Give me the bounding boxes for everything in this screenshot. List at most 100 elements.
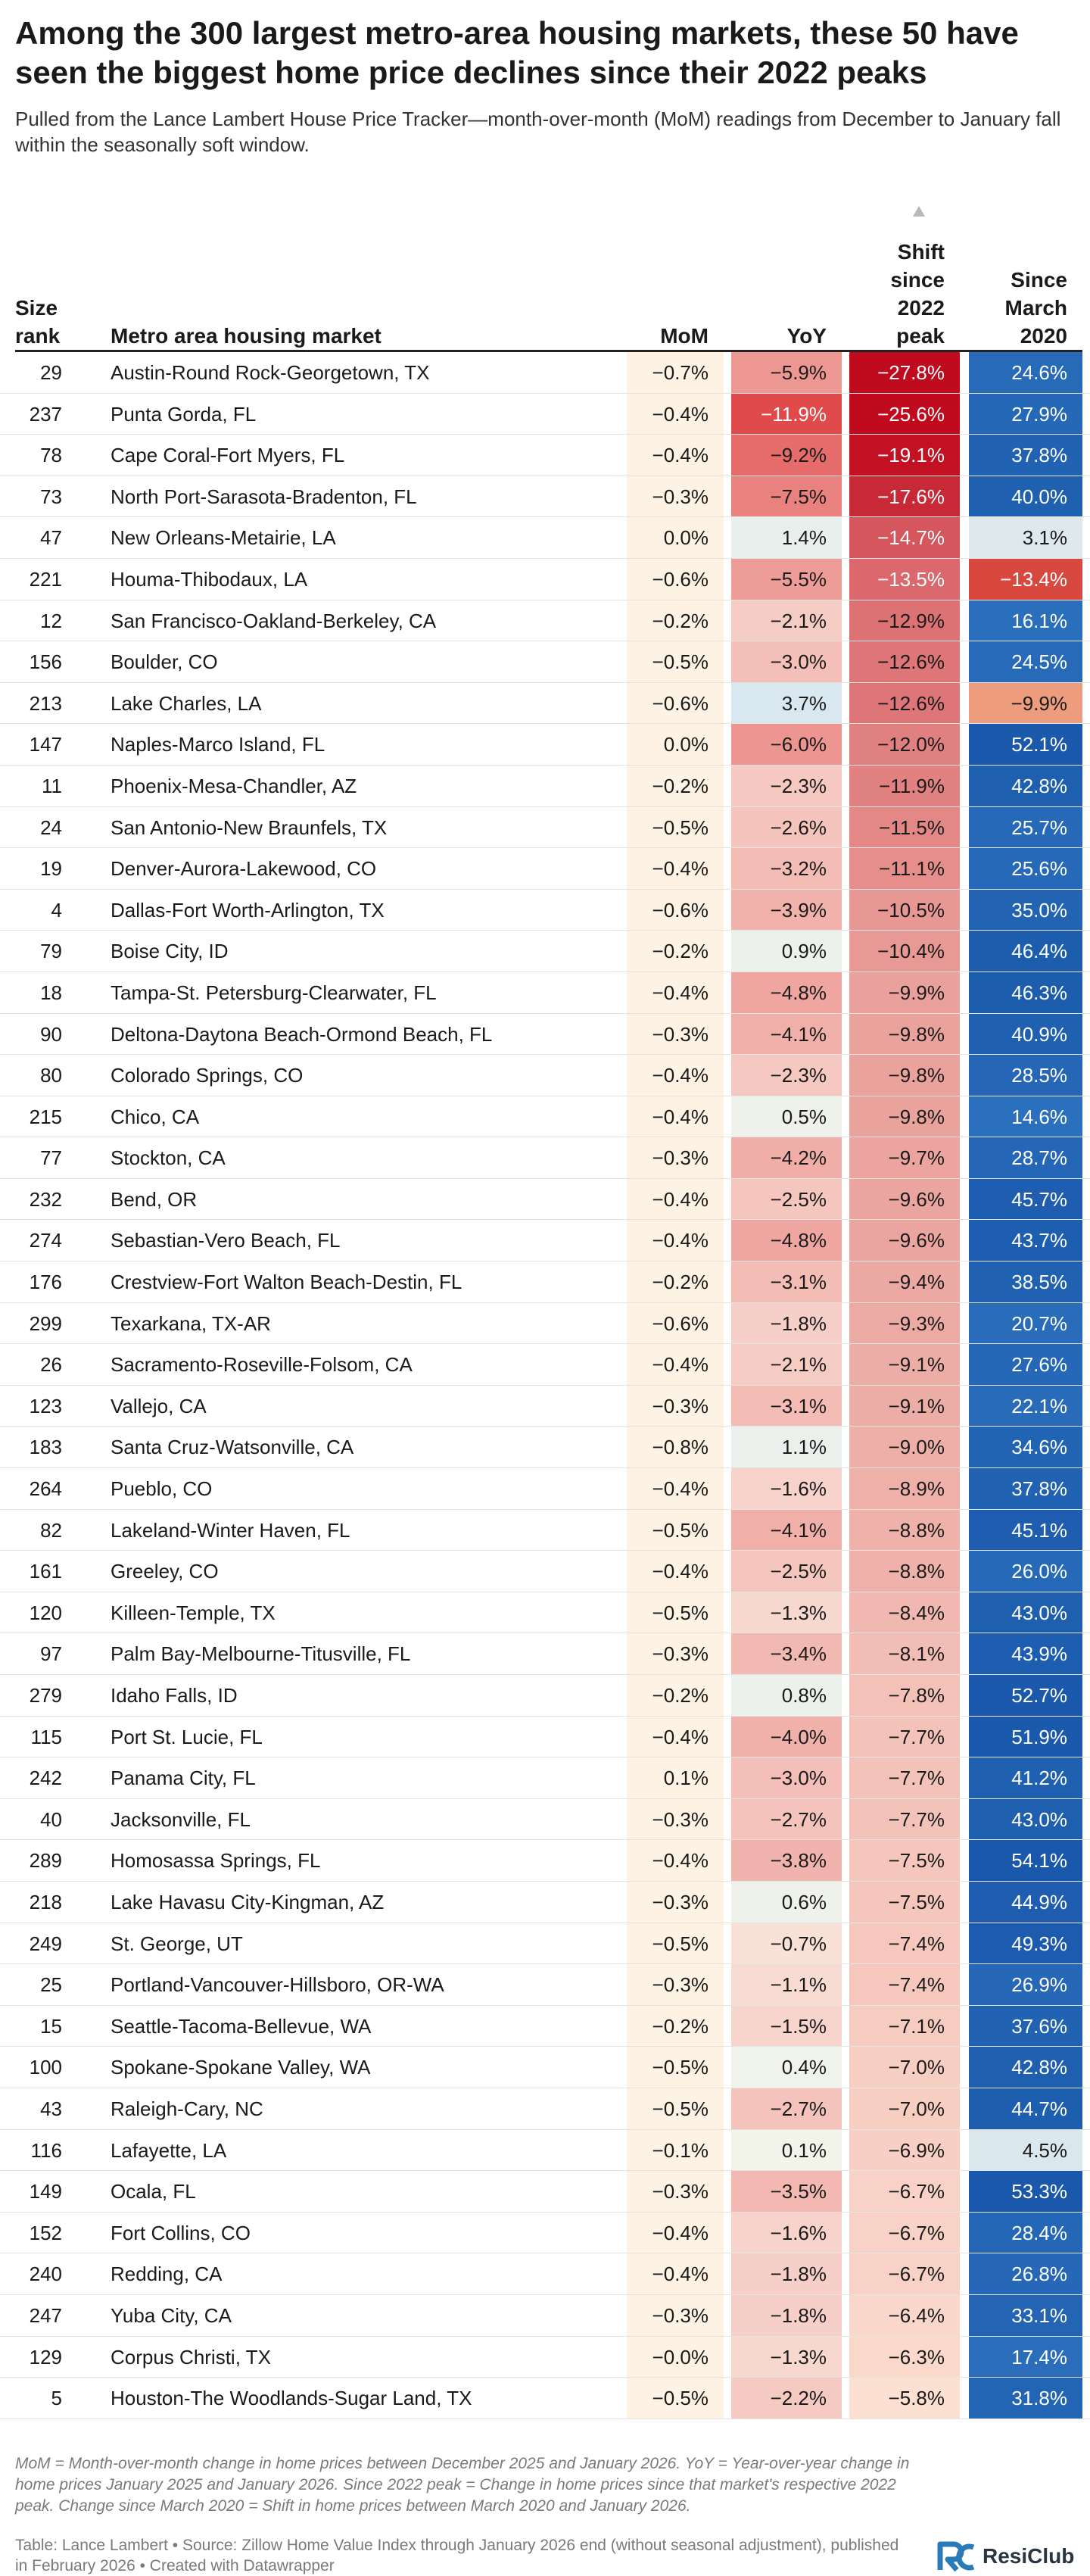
cell-since-march-2020: 17.4% [969,2336,1082,2378]
header-size-rank[interactable]: Size rank [15,294,60,350]
cell-shift-since-peak: −7.0% [849,2088,960,2129]
cell-since-march-2020: 14.6% [969,1096,1082,1137]
cell-metro-name: Killeen-Temple, TX [111,1601,276,1624]
cell-yoy: 0.9% [731,931,842,971]
header-peak-line3: 2022 [897,296,945,320]
cell-size-rank: 299 [29,1311,62,1335]
header-mom[interactable]: MoM [627,322,708,350]
table-row: 215 Chico, CA −0.4% 0.5% −9.8% 14.6% [0,1096,1090,1138]
cell-yoy: 1.1% [731,1427,842,1468]
cell-size-rank: 161 [29,1560,62,1583]
cell-shift-since-peak: −7.7% [849,1798,960,1840]
table-row: 11 Phoenix-Mesa-Chandler, AZ −0.2% −2.3% −11… [0,765,1090,807]
cell-size-rank: 19 [40,857,62,881]
cell-shift-since-peak: −19.1% [849,435,960,476]
cell-shift-since-peak: −6.7% [849,2212,960,2253]
cell-mom: −0.3% [627,2294,724,2336]
cell-metro-name: Pueblo, CO [111,1477,213,1501]
cell-since-march-2020: 53.3% [969,2171,1082,2212]
cell-yoy: −7.5% [731,476,842,517]
table-row: 240 Redding, CA −0.4% −1.8% −6.7% 26.8% [0,2253,1090,2295]
cell-yoy: 0.6% [731,1881,842,1923]
cell-since-march-2020: 52.7% [969,1675,1082,1716]
cell-yoy: −9.2% [731,435,842,476]
header-shift-since-peak[interactable]: Shift since 2022 peak [849,238,945,350]
cell-shift-since-peak: −8.8% [849,1509,960,1551]
cell-yoy: 0.8% [731,1675,842,1716]
cell-mom: −0.2% [627,765,724,806]
header-yoy[interactable]: YoY [731,322,827,350]
cell-shift-since-peak: −8.1% [849,1633,960,1674]
cell-metro-name: Jacksonville, FL [111,1807,251,1831]
cell-yoy: −1.3% [731,2336,842,2378]
cell-yoy: −4.0% [731,1716,842,1757]
cell-mom: −0.6% [627,558,724,600]
cell-shift-since-peak: −9.8% [849,1013,960,1055]
sort-ascending-icon[interactable] [913,206,925,217]
cell-mom: −0.4% [627,1055,724,1096]
cell-shift-since-peak: −10.5% [849,889,960,931]
cell-yoy: −5.5% [731,558,842,600]
cell-shift-since-peak: −6.4% [849,2294,960,2336]
cell-metro-name: Dallas-Fort Worth-Arlington, TX [111,898,385,922]
cell-size-rank: 183 [29,1436,62,1459]
table-row: 123 Vallejo, CA −0.3% −3.1% −9.1% 22.1% [0,1385,1090,1427]
table-row: 25 Portland-Vancouver-Hillsboro, OR-WA −0.… [0,1964,1090,2006]
cell-shift-since-peak: −6.7% [849,2253,960,2294]
table-row: 147 Naples-Marco Island, FL 0.0% −6.0% −12.0… [0,724,1090,766]
cell-size-rank: 26 [40,1353,62,1377]
cell-metro-name: New Orleans-Metairie, LA [111,526,336,550]
cell-since-march-2020: 25.7% [969,806,1082,848]
cell-shift-since-peak: −12.9% [849,600,960,641]
cell-shift-since-peak: −8.4% [849,1592,960,1633]
cell-metro-name: Boise City, ID [111,940,229,963]
cell-yoy: 0.5% [731,1096,842,1137]
cell-yoy: 3.7% [731,682,842,724]
logo-text: ResiClub [983,2544,1075,2568]
cell-mom: −0.6% [627,1302,724,1344]
table-row: 129 Corpus Christi, TX −0.0% −1.3% −6.3% 17.4… [0,2336,1090,2378]
cell-since-march-2020: 35.0% [969,889,1082,931]
header-since-march-2020[interactable]: Since March 2020 [969,266,1067,350]
cell-mom: −0.3% [627,476,724,517]
cell-since-march-2020: 27.6% [969,1344,1082,1385]
resiclub-logo-icon [937,2541,975,2572]
footnote: MoM = Month-over-month change in home pr… [15,2455,910,2515]
cell-mom: −0.6% [627,889,724,931]
cell-mom: −0.4% [627,2253,724,2294]
cell-size-rank: 18 [40,981,62,1004]
header-peak-line2: since [890,268,945,292]
table-row: 15 Seattle-Tacoma-Bellevue, WA −0.2% −1.5% −… [0,2005,1090,2047]
cell-metro-name: Raleigh-Cary, NC [111,2097,263,2120]
cell-size-rank: 4 [51,898,62,922]
table-row: 149 Ocala, FL −0.3% −3.5% −6.7% 53.3% [0,2171,1090,2213]
cell-size-rank: 176 [29,1271,62,1294]
cell-metro-name: Texarkana, TX-AR [111,1311,271,1335]
cell-mom: 0.0% [627,517,724,558]
cell-mom: −0.4% [627,1096,724,1137]
cell-mom: −0.3% [627,1137,724,1178]
cell-metro-name: Cape Coral-Fort Myers, FL [111,444,345,467]
cell-size-rank: 116 [30,2138,62,2162]
header-metro-name[interactable]: Metro area housing market [111,322,382,350]
cell-size-rank: 289 [29,1849,62,1873]
cell-size-rank: 152 [29,2221,62,2244]
cell-mom: −0.5% [627,2378,724,2419]
cell-since-march-2020: 37.8% [969,435,1082,476]
cell-size-rank: 43 [40,2097,62,2120]
cell-metro-name: St. George, UT [111,1932,243,1955]
cell-shift-since-peak: −27.8% [849,352,960,393]
cell-size-rank: 77 [40,1146,62,1170]
cell-mom: −0.2% [627,1261,724,1302]
cell-since-march-2020: 37.8% [969,1468,1082,1509]
header-since-line2: March [1004,296,1067,320]
cell-size-rank: 240 [29,2263,62,2286]
table-row: 249 St. George, UT −0.5% −0.7% −7.4% 49.3% [0,1923,1090,1965]
cell-metro-name: Santa Cruz-Watsonville, CA [111,1436,354,1459]
cell-metro-name: Phoenix-Mesa-Chandler, AZ [111,774,357,797]
cell-since-march-2020: 44.9% [969,1881,1082,1923]
cell-metro-name: San Antonio-New Braunfels, TX [111,816,388,839]
table-row: 274 Sebastian-Vero Beach, FL −0.4% −4.8% −9.… [0,1220,1090,1262]
cell-shift-since-peak: −11.1% [849,848,960,889]
cell-since-march-2020: 51.9% [969,1716,1082,1757]
